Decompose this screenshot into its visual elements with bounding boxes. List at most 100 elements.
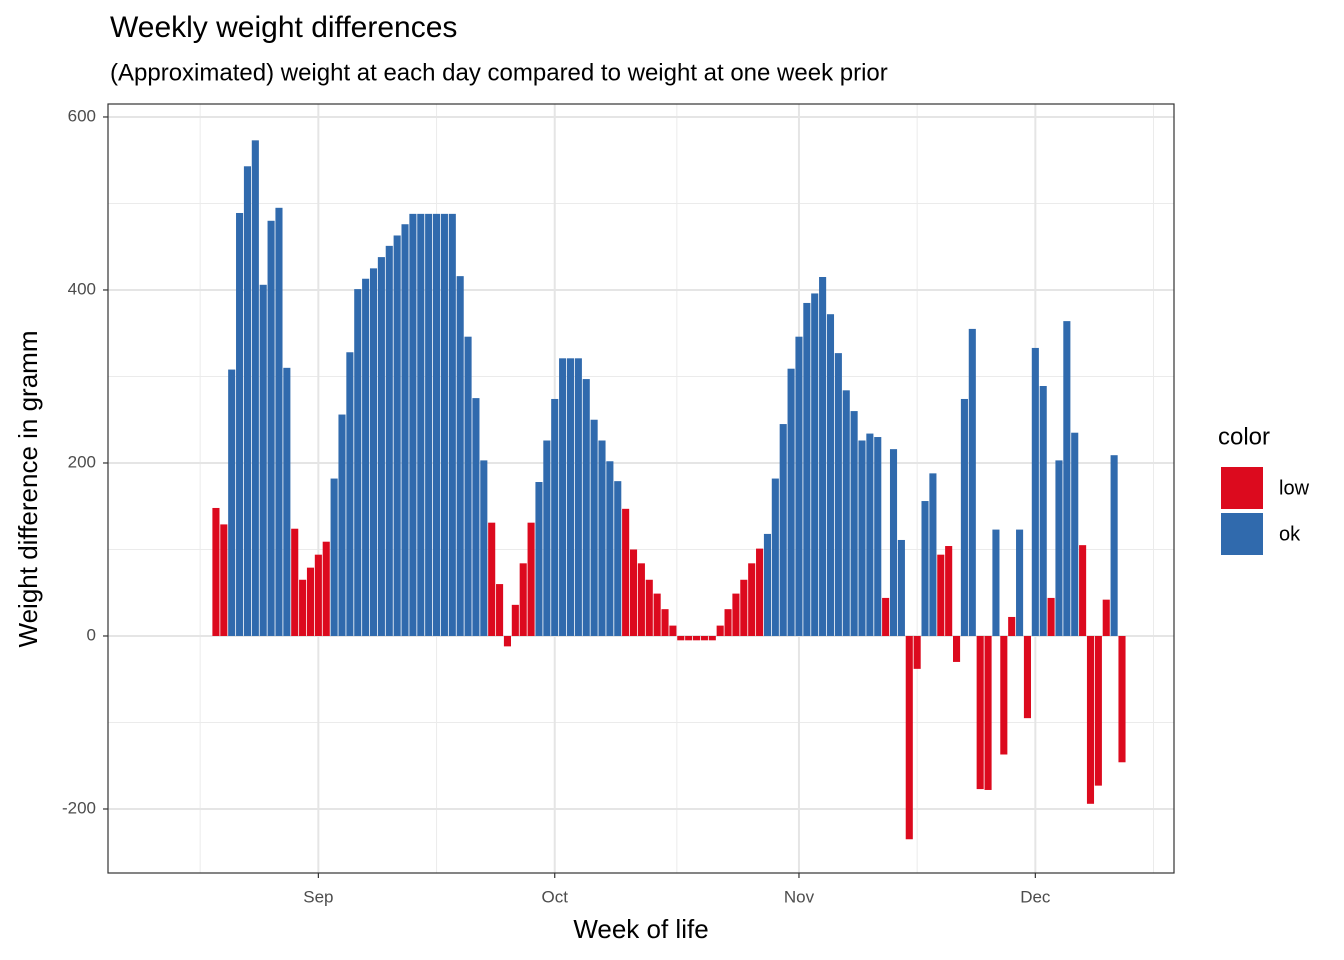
bar <box>795 336 803 636</box>
bar <box>259 284 267 636</box>
bar <box>503 635 511 647</box>
bar <box>354 289 362 636</box>
bar <box>842 390 850 636</box>
bar <box>937 554 945 636</box>
bar <box>338 414 346 636</box>
bar <box>976 635 984 790</box>
bar <box>945 546 953 636</box>
bar <box>716 625 724 636</box>
x-axis-title: Week of life <box>573 914 708 944</box>
bar <box>1086 635 1095 804</box>
panel-border <box>107 103 1175 874</box>
bar <box>243 166 251 636</box>
bar <box>700 635 708 641</box>
bar <box>1055 460 1063 636</box>
bar <box>1063 321 1071 636</box>
bar <box>1079 545 1087 636</box>
bar <box>322 541 330 636</box>
bar <box>693 635 701 641</box>
bar <box>614 481 622 636</box>
bar <box>433 213 441 636</box>
bar <box>1118 635 1126 763</box>
bar <box>496 584 504 636</box>
bar <box>535 482 543 636</box>
bar <box>803 302 811 636</box>
bar <box>543 440 551 636</box>
bar <box>1016 529 1024 636</box>
bar <box>708 635 716 641</box>
bar <box>228 369 236 636</box>
legend-title: color <box>1218 423 1270 450</box>
bar <box>653 593 661 636</box>
y-tick-label: 0 <box>87 625 96 644</box>
bar <box>314 554 322 636</box>
bar <box>251 140 259 636</box>
bar <box>448 213 456 636</box>
bar <box>669 625 677 636</box>
bar <box>606 461 614 636</box>
bar <box>1094 635 1102 786</box>
bar <box>440 213 448 636</box>
chart-subtitle: (Approximated) weight at each day compar… <box>110 59 888 86</box>
x-tick-label: Nov <box>784 887 815 906</box>
bar <box>519 563 527 636</box>
bar <box>566 358 575 636</box>
bar <box>889 449 898 636</box>
bar <box>275 207 283 636</box>
bar <box>212 507 220 636</box>
bar <box>763 533 771 636</box>
bar <box>299 579 307 636</box>
y-axis-title: Weight difference in gramm <box>13 331 43 648</box>
bar <box>283 367 291 636</box>
bar <box>874 437 882 636</box>
bar <box>385 245 393 636</box>
bar <box>1110 455 1118 636</box>
bar <box>488 522 496 636</box>
bar <box>480 460 488 636</box>
bar <box>330 478 338 636</box>
bar <box>362 278 370 636</box>
bar <box>306 567 315 636</box>
bar <box>267 220 275 636</box>
bar <box>425 213 433 636</box>
bar <box>236 212 244 636</box>
bar <box>811 293 819 636</box>
x-tick-label: Sep <box>303 887 333 906</box>
bar <box>1000 635 1008 755</box>
bar <box>582 379 590 636</box>
bar <box>559 358 567 636</box>
bar <box>819 277 827 636</box>
bar <box>921 501 929 636</box>
bar <box>756 548 764 636</box>
bar <box>527 522 535 636</box>
bar <box>456 276 464 636</box>
bar <box>590 419 598 636</box>
bar <box>882 597 890 636</box>
legend-swatch <box>1221 513 1263 555</box>
x-tick-label: Oct <box>542 887 569 906</box>
bar <box>574 358 582 636</box>
bar <box>377 257 385 636</box>
bar <box>511 604 519 636</box>
bar <box>1102 599 1110 636</box>
bar <box>661 609 669 636</box>
bar <box>968 328 976 636</box>
bar <box>984 635 992 790</box>
bar <box>401 224 409 636</box>
bar <box>826 314 835 636</box>
bar <box>464 336 472 636</box>
bar <box>866 433 874 636</box>
bar <box>637 563 645 636</box>
bar <box>346 352 354 636</box>
bar <box>622 508 630 636</box>
bar <box>645 579 653 636</box>
bar <box>1039 385 1047 636</box>
bar <box>291 528 299 636</box>
bar <box>369 268 378 636</box>
bar <box>787 368 795 636</box>
bar <box>677 635 685 641</box>
y-tick-label: 400 <box>68 279 96 298</box>
bar <box>992 529 1000 636</box>
bar <box>897 539 905 636</box>
bar <box>1047 597 1055 636</box>
